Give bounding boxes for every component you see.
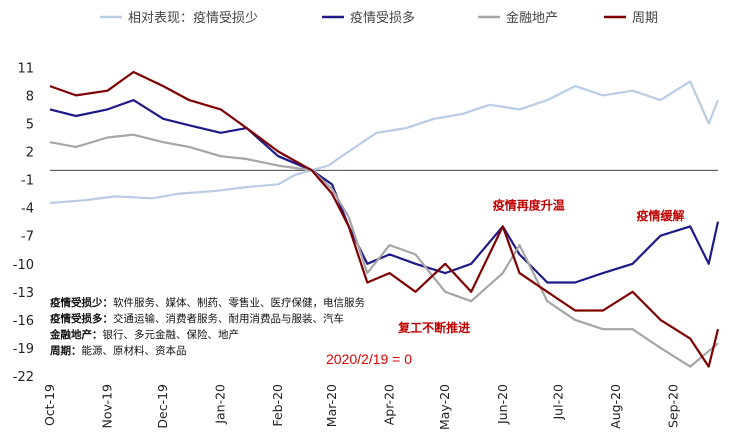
series-line-2 xyxy=(49,133,719,368)
x-tick-label: Mar-20 xyxy=(324,384,339,427)
annotation: 疫情再度升温 xyxy=(493,198,565,213)
y-tick-label: 11 xyxy=(17,61,34,76)
y-tick-label: -1 xyxy=(21,174,34,189)
y-tick-label: -10 xyxy=(13,258,34,273)
category-note: 疫情受损多：交通运输、消费者服务、耐用消费品与服装、汽车 xyxy=(50,312,344,325)
x-tick-label: Jan-20 xyxy=(213,384,228,425)
y-tick-label: -4 xyxy=(21,202,34,217)
legend-label: 周期 xyxy=(632,11,658,26)
category-note: 金融地产：银行、多元金融、保险、地产 xyxy=(49,328,239,341)
x-tick-label: Jul-20 xyxy=(550,384,565,421)
legend-label: 相对表现：疫情受损少 xyxy=(128,10,258,26)
y-tick-label: -13 xyxy=(13,286,34,301)
y-tick-label: -22 xyxy=(13,370,34,385)
x-tick-label: Nov-19 xyxy=(100,384,115,429)
legend-label: 金融地产 xyxy=(506,10,558,26)
y-tick-label: 2 xyxy=(26,146,34,161)
x-tick-label: Feb-20 xyxy=(270,384,285,427)
legend: 相对表现：疫情受损少 疫情受损多 金融地产 周期 xyxy=(100,10,658,26)
x-tick-label: May-20 xyxy=(437,384,452,430)
x-tick-label: Dec-19 xyxy=(155,384,170,429)
x-axis-tick-labels: Oct-19 Nov-19 Dec-19 Jan-20 Feb-20 Mar-20 Apr-… xyxy=(42,384,680,430)
series-line-3 xyxy=(49,70,720,368)
y-tick-label: -7 xyxy=(21,230,34,245)
category-note: 周期：能源、原材料、资本品 xyxy=(50,344,187,357)
series-line-0 xyxy=(49,80,720,205)
annotation: 复工不断推进 xyxy=(397,320,470,335)
y-axis-tick-labels: 11 8 5 2 -1 -4 -7 -10 -13 -16 -19 -22 xyxy=(13,61,34,385)
y-tick-label: 5 xyxy=(26,117,34,132)
series-lines xyxy=(49,70,720,368)
baseline-label: 2020/2/19 = 0 xyxy=(326,351,412,367)
x-tick-label: Jun-20 xyxy=(495,384,510,425)
category-notes: 疫情受损少：软件服务、媒体、制药、零售业、医疗保健，电信服务疫情受损多：交通运输… xyxy=(49,296,365,357)
y-tick-label: 8 xyxy=(26,89,34,104)
y-tick-label: -16 xyxy=(13,314,34,329)
legend-label: 疫情受损多 xyxy=(350,10,415,26)
y-tick-label: -19 xyxy=(13,342,34,357)
x-tick-label: Aug-20 xyxy=(608,384,623,429)
x-tick-label: Apr-20 xyxy=(382,384,397,425)
x-tick-label: Oct-19 xyxy=(42,384,57,426)
annotation: 疫情缓解 xyxy=(636,208,684,223)
category-note: 疫情受损少：软件服务、媒体、制药、零售业、医疗保健，电信服务 xyxy=(50,296,365,309)
series-line-1 xyxy=(49,98,720,284)
x-tick-label: Sep-20 xyxy=(665,384,680,428)
